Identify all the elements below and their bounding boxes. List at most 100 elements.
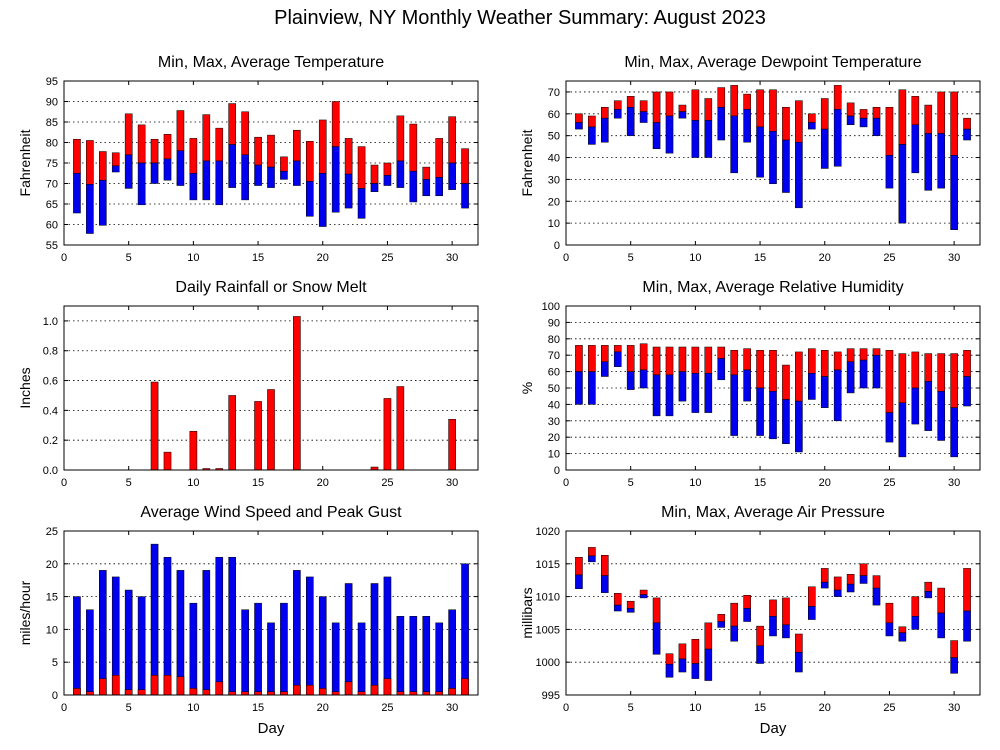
avg-min-bar xyxy=(422,179,431,197)
max-avg-bar xyxy=(833,576,842,591)
max-avg-bar xyxy=(795,351,803,402)
avg-min-bar xyxy=(872,354,881,389)
avg-min-bar xyxy=(820,128,829,169)
max-avg-bar xyxy=(665,653,674,665)
chart-pressure: Min, Max, Average Air Pressure9951000100… xyxy=(519,504,981,737)
max-avg-bar xyxy=(613,100,622,110)
y-tick-label: 90 xyxy=(548,317,560,329)
max-avg-bar xyxy=(228,103,236,145)
max-avg-bar xyxy=(717,87,726,108)
x-tick-label: 30 xyxy=(948,702,960,714)
avg-min-bar xyxy=(833,369,842,422)
x-tick-label: 30 xyxy=(446,477,458,489)
gust-bar xyxy=(396,616,405,696)
x-tick-label: 25 xyxy=(381,477,393,489)
avg-min-bar xyxy=(963,376,971,407)
y-tick-label: 60 xyxy=(548,109,560,121)
y-tick-label: 1010 xyxy=(536,592,560,604)
x-tick-label: 15 xyxy=(754,702,766,714)
y-tick-label: 95 xyxy=(46,76,58,88)
avg-min-bar xyxy=(859,117,868,128)
max-avg-bar xyxy=(678,643,687,660)
max-avg-bar xyxy=(575,113,583,123)
max-avg-bar xyxy=(652,91,661,123)
gust-bar xyxy=(318,596,327,696)
y-axis-label: miles/hour xyxy=(17,580,33,645)
avg-min-bar xyxy=(808,606,816,620)
max-avg-bar xyxy=(704,98,713,121)
max-avg-bar xyxy=(963,350,971,377)
max-avg-bar xyxy=(963,117,971,130)
max-avg-bar xyxy=(626,345,635,372)
avg-min-bar xyxy=(344,173,353,209)
max-avg-bar xyxy=(769,599,777,617)
avg-min-bar xyxy=(911,616,920,630)
y-tick-label: 50 xyxy=(548,383,560,395)
avg-min-bar xyxy=(613,109,622,119)
max-avg-bar xyxy=(833,85,842,110)
rain-bar xyxy=(163,451,172,471)
avg-min-bar xyxy=(601,361,609,377)
avg-wind-bar xyxy=(448,688,456,696)
max-avg-bar xyxy=(691,89,700,121)
max-avg-bar xyxy=(280,156,288,172)
max-avg-bar xyxy=(639,343,648,371)
y-tick-label: 90 xyxy=(46,97,58,109)
max-avg-bar xyxy=(189,138,198,174)
max-avg-bar xyxy=(846,102,855,117)
avg-wind-bar xyxy=(344,681,353,696)
gust-bar xyxy=(189,602,198,696)
max-avg-bar xyxy=(254,136,262,166)
max-avg-bar xyxy=(872,348,881,356)
max-avg-bar xyxy=(743,93,751,110)
avg-min-bar xyxy=(588,371,596,405)
y-tick-label: 0.6 xyxy=(43,376,58,388)
x-tick-label: 15 xyxy=(252,702,264,714)
x-tick-label: 25 xyxy=(381,702,393,714)
avg-min-bar xyxy=(228,144,236,188)
max-avg-bar xyxy=(370,164,379,184)
avg-min-bar xyxy=(448,162,456,190)
max-avg-bar xyxy=(924,581,933,592)
avg-min-bar xyxy=(743,109,751,143)
gust-bar xyxy=(86,609,94,696)
x-tick-label: 25 xyxy=(883,702,895,714)
avg-min-bar xyxy=(626,608,635,613)
max-avg-bar xyxy=(898,353,907,404)
avg-min-bar xyxy=(176,150,185,186)
avg-min-bar xyxy=(150,162,159,184)
avg-min-bar xyxy=(665,115,674,154)
avg-min-bar xyxy=(704,120,713,158)
max-avg-bar xyxy=(665,91,674,117)
avg-min-bar xyxy=(331,146,340,213)
avg-min-bar xyxy=(743,608,751,622)
y-tick-label: 70 xyxy=(548,350,560,362)
avg-min-bar xyxy=(937,133,945,189)
max-avg-bar xyxy=(717,346,726,359)
avg-min-bar xyxy=(202,160,211,201)
max-avg-bar xyxy=(782,364,790,400)
avg-min-bar xyxy=(846,361,855,394)
rain-bar xyxy=(448,419,456,471)
avg-min-bar xyxy=(820,376,829,408)
max-avg-bar xyxy=(639,100,648,112)
chart-title: Min, Max, Average Relative Humidity xyxy=(642,279,903,296)
rain-bar xyxy=(254,401,262,471)
avg-min-bar xyxy=(613,604,622,612)
x-tick-label: 20 xyxy=(317,252,329,264)
avg-min-bar xyxy=(756,126,764,178)
x-tick-label: 0 xyxy=(563,702,569,714)
y-tick-label: 20 xyxy=(548,196,560,208)
avg-min-bar xyxy=(306,181,314,217)
avg-min-bar xyxy=(124,154,133,189)
max-avg-bar xyxy=(820,568,829,583)
max-avg-bar xyxy=(202,114,211,162)
avg-min-bar xyxy=(189,173,198,201)
avg-min-bar xyxy=(241,154,249,201)
y-tick-label: 1015 xyxy=(536,559,560,571)
avg-wind-bar xyxy=(215,681,224,696)
avg-min-bar xyxy=(111,165,120,173)
gust-bar xyxy=(137,596,146,696)
max-avg-bar xyxy=(937,587,945,614)
gust-bar xyxy=(150,543,159,696)
